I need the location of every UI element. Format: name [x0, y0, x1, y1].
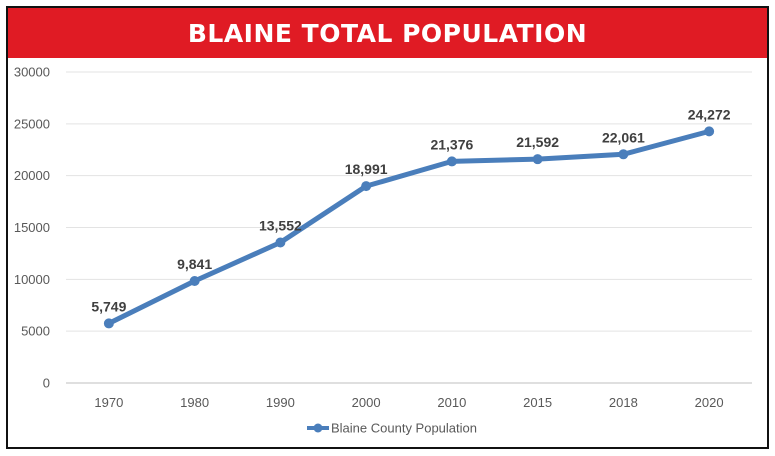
data-labels: 5,749 9,841 13,552 18,991 21,376 21,592 22,061…	[91, 106, 730, 314]
title-banner: BLAINE TOTAL POPULATION	[8, 8, 767, 58]
y-tick-label: 25000	[14, 116, 50, 131]
x-tick-label: 1980	[180, 395, 209, 410]
data-point	[704, 126, 715, 137]
data-label: 24,272	[688, 106, 731, 122]
data-points	[103, 126, 715, 329]
x-tick-label: 1970	[94, 395, 123, 410]
data-point	[275, 237, 286, 248]
x-tick-label: 2010	[437, 395, 466, 410]
data-label: 18,991	[345, 161, 388, 177]
data-point	[446, 156, 457, 167]
grid-lines	[66, 71, 752, 384]
y-tick-label: 10000	[14, 272, 50, 287]
legend-label: Blaine County Population	[331, 421, 477, 436]
data-point	[618, 149, 629, 160]
x-tick-label: 2000	[352, 395, 381, 410]
data-label: 21,592	[516, 134, 559, 150]
data-label: 22,061	[602, 129, 645, 145]
x-tick-label: 2015	[523, 395, 552, 410]
data-label: 13,552	[259, 218, 302, 234]
y-tick-label: 5000	[21, 324, 50, 339]
data-label: 5,749	[91, 298, 126, 314]
legend-marker-swatch	[313, 423, 323, 433]
data-point	[361, 181, 372, 192]
data-label: 9,841	[177, 256, 212, 272]
y-tick-label: 30000	[14, 65, 50, 80]
y-tick-label: 15000	[14, 220, 50, 235]
y-tick-label: 0	[43, 376, 50, 391]
data-point	[103, 318, 114, 329]
data-point	[532, 154, 543, 165]
y-tick-label: 20000	[14, 168, 50, 183]
x-tick-label: 1990	[266, 395, 295, 410]
x-tick-label: 2018	[609, 395, 638, 410]
chart-title: BLAINE TOTAL POPULATION	[187, 18, 588, 48]
y-axis: 0 5000 10000 15000 20000 25000 30000	[14, 65, 50, 391]
series-line	[106, 128, 712, 326]
x-tick-label: 2020	[695, 395, 724, 410]
x-axis: 1970 1980 1990 2000 2010 2015 2018 2020	[94, 395, 723, 410]
data-label: 21,376	[430, 136, 473, 152]
series-line-group	[106, 128, 712, 326]
data-point	[189, 275, 200, 286]
legend: Blaine County Population	[307, 421, 477, 436]
